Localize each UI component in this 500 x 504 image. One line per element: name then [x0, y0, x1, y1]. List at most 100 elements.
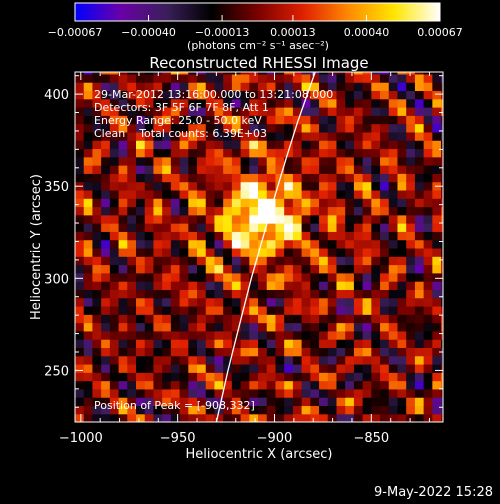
heatmap-cell — [162, 264, 172, 274]
heatmap-cell — [345, 131, 355, 141]
heatmap-cell — [336, 173, 346, 183]
heatmap-cell — [292, 123, 303, 133]
heatmap-cell — [231, 140, 242, 150]
heatmap-cell — [397, 214, 407, 224]
heatmap-cell — [301, 380, 311, 390]
peak-position-label: Position of Peak = [-908,332] — [94, 399, 255, 412]
heatmap-cell — [327, 355, 338, 365]
heatmap-cell — [197, 297, 207, 307]
heatmap-cell — [258, 264, 268, 274]
heatmap-cell — [275, 305, 285, 315]
heatmap-cell — [362, 198, 372, 208]
heatmap-cell — [92, 264, 102, 274]
heatmap-cell — [231, 214, 242, 224]
heatmap-cell — [144, 214, 155, 224]
heatmap-cell — [397, 256, 407, 266]
heatmap-cell — [240, 281, 250, 290]
heatmap-cell — [205, 272, 216, 282]
heatmap-cell — [118, 305, 128, 315]
heatmap-cell — [292, 272, 303, 282]
heatmap-cell — [388, 305, 399, 315]
heatmap-cell — [327, 380, 338, 390]
heatmap-cell — [397, 181, 407, 191]
heatmap-cell — [397, 397, 407, 407]
heatmap-cell — [118, 181, 128, 191]
heatmap-cell — [301, 388, 311, 398]
heatmap-cell — [406, 148, 416, 158]
heatmap-cell — [118, 148, 128, 158]
heatmap-cell — [353, 314, 364, 324]
heatmap-cell — [101, 214, 111, 224]
heatmap-cell — [188, 281, 198, 290]
heatmap-cell — [319, 355, 329, 365]
heatmap-cell — [397, 322, 407, 332]
heatmap-cell — [292, 347, 303, 357]
heatmap-cell — [371, 82, 381, 92]
heatmap-cell — [249, 156, 259, 166]
heatmap-cell — [327, 289, 338, 299]
heatmap-cell — [388, 82, 399, 92]
heatmap-cell — [83, 165, 94, 174]
heatmap-cell — [414, 148, 425, 158]
heatmap-cell — [92, 72, 102, 75]
heatmap-cell — [136, 247, 146, 257]
heatmap-cell — [423, 198, 433, 208]
heatmap-cell — [240, 189, 250, 199]
heatmap-cell — [109, 388, 120, 398]
heatmap-cell — [275, 372, 285, 382]
heatmap-cell — [353, 181, 364, 191]
heatmap-cell — [266, 165, 277, 174]
heatmap-cell — [371, 380, 381, 390]
heatmap-cell — [310, 397, 320, 407]
heatmap-cell — [353, 82, 364, 92]
heatmap-cell — [345, 206, 355, 216]
heatmap-cell — [101, 305, 111, 315]
heatmap-cell — [197, 73, 207, 83]
heatmap-cell — [205, 123, 216, 133]
heatmap-cell — [414, 206, 425, 216]
heatmap-cell — [423, 165, 433, 174]
heatmap-cell — [170, 322, 181, 332]
heatmap-cell — [301, 189, 311, 199]
heatmap-cell — [205, 181, 216, 191]
heatmap-cell — [127, 206, 137, 216]
heatmap-cell — [127, 272, 137, 282]
heatmap-cell — [179, 181, 189, 191]
heatmap-cell — [144, 223, 155, 232]
heatmap-cell — [362, 272, 372, 282]
heatmap-cell — [118, 123, 128, 133]
heatmap-cell — [109, 239, 120, 249]
heatmap-cell — [109, 372, 120, 382]
heatmap-cell — [284, 82, 294, 92]
heatmap-cell — [223, 214, 233, 224]
heatmap-cell — [136, 413, 146, 422]
heatmap-cell — [362, 239, 372, 249]
heatmap-cell — [188, 289, 198, 299]
heatmap-cell — [92, 289, 102, 299]
heatmap-cell — [240, 347, 250, 357]
heatmap-cell — [414, 330, 425, 340]
heatmap-cell — [362, 189, 372, 199]
heatmap-cell — [441, 72, 443, 75]
heatmap-cell — [92, 123, 102, 133]
heatmap-cell — [109, 297, 120, 307]
heatmap-cell — [319, 272, 329, 282]
heatmap-cell — [249, 131, 259, 141]
heatmap-cell — [397, 98, 407, 108]
heatmap-cell — [249, 281, 259, 290]
heatmap-cell — [319, 264, 329, 274]
heatmap-cell — [301, 82, 311, 92]
chart-title: Reconstructed RHESSI Image — [149, 54, 368, 72]
annotation-block: 29-Mar-2012 13:16:00.000 to 13:21:08.000… — [94, 88, 333, 140]
heatmap-cell — [144, 256, 155, 266]
heatmap-cell — [310, 256, 320, 266]
heatmap-cell — [414, 189, 425, 199]
heatmap-cell — [240, 206, 250, 216]
heatmap-cell — [258, 148, 268, 158]
heatmap-cell — [406, 131, 416, 141]
heatmap-cell — [118, 372, 128, 382]
heatmap-cell — [136, 239, 146, 249]
heatmap-cell — [144, 181, 155, 191]
heatmap-cell — [118, 314, 128, 324]
heatmap-cell — [144, 115, 155, 125]
